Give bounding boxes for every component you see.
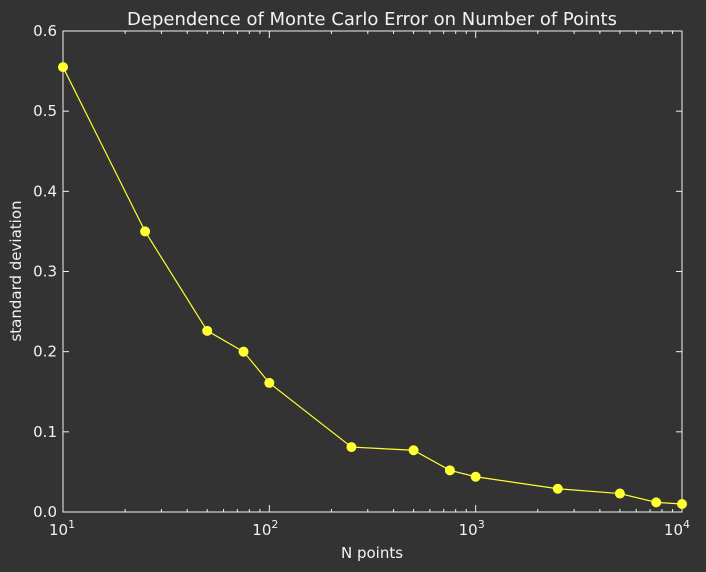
y-axis-label: standard deviation	[7, 200, 25, 341]
x-tick-base: 10	[49, 521, 68, 539]
x-tick-exponent: 1	[68, 518, 75, 531]
data-point	[408, 445, 419, 456]
x-tick-base: 10	[252, 521, 271, 539]
x-tick-exponent: 2	[271, 518, 278, 531]
data-point	[651, 497, 662, 508]
y-tick-label: 0.6	[33, 22, 57, 40]
data-point	[614, 488, 625, 499]
data-point	[677, 498, 687, 509]
y-tick-label: 0.2	[33, 343, 57, 361]
x-tick-base: 10	[664, 521, 683, 539]
data-point	[140, 226, 151, 237]
x-tick-label: 104	[664, 518, 690, 539]
x-tick-exponent: 3	[478, 518, 485, 531]
series-line	[62, 66, 683, 505]
series-layer	[58, 62, 687, 509]
x-tick-base: 10	[459, 521, 478, 539]
x-tick-label: 102	[252, 518, 278, 539]
plot-area-frame	[62, 30, 683, 513]
y-tick-label: 0.5	[33, 102, 57, 120]
x-tick-label: 101	[49, 518, 75, 539]
chart-title: Dependence of Monte Carlo Error on Numbe…	[127, 9, 617, 30]
y-tick-label: 0.1	[33, 423, 57, 441]
data-point	[264, 377, 275, 388]
data-point	[238, 346, 249, 357]
data-point	[444, 465, 455, 476]
data-point	[346, 442, 357, 453]
x-tick-exponent: 4	[683, 518, 690, 531]
data-point	[552, 483, 563, 494]
y-tick-label: 0.0	[33, 503, 57, 521]
x-axis-label: N points	[341, 544, 403, 562]
data-point	[202, 325, 213, 336]
x-axis: 101 102 103 104	[49, 31, 690, 539]
data-point	[58, 62, 68, 73]
x-tick-label: 103	[459, 518, 485, 539]
data-point	[470, 471, 481, 482]
y-tick-label: 0.3	[33, 263, 57, 281]
y-axis: 0.0 0.1 0.2 0.3 0.4 0.5 0.6	[33, 22, 682, 521]
y-tick-label: 0.4	[33, 182, 57, 200]
